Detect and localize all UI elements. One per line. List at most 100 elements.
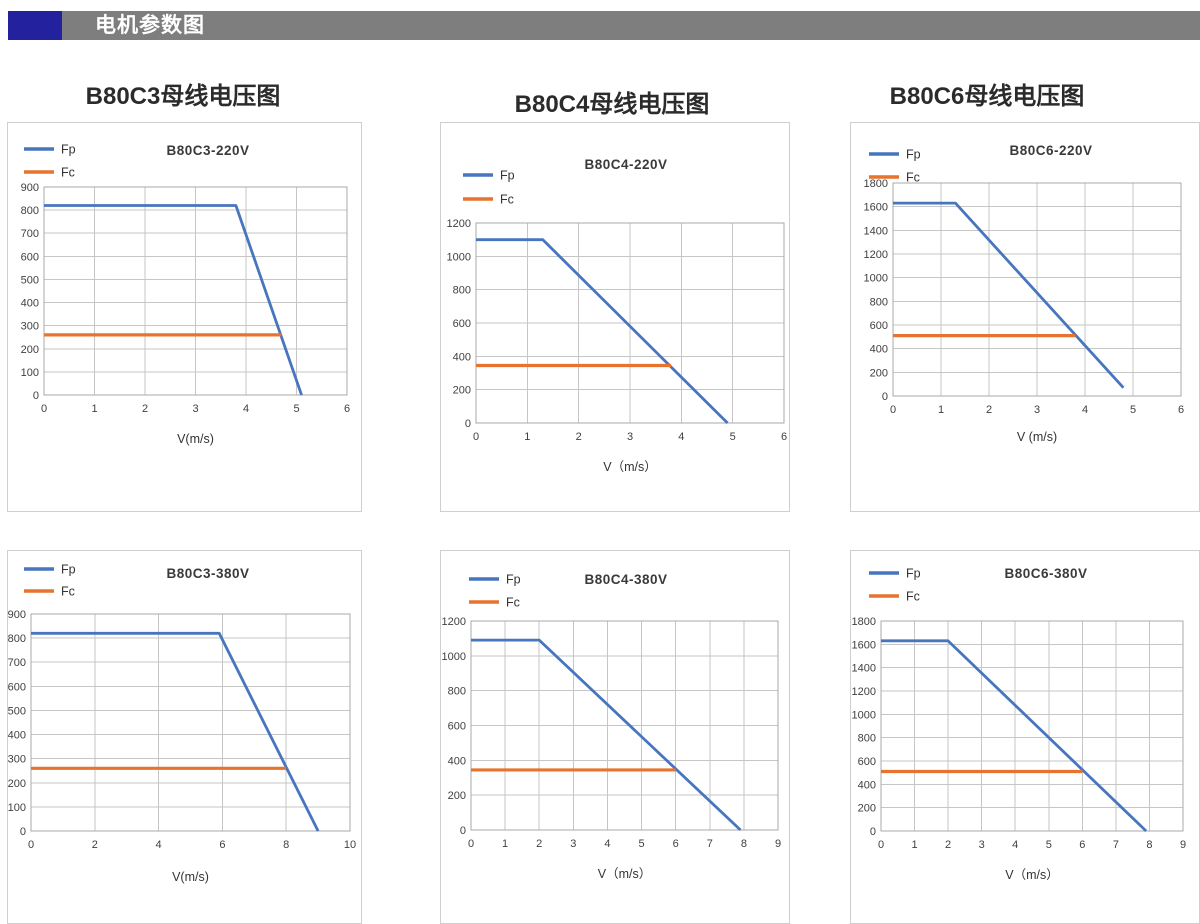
svg-text:200: 200 bbox=[870, 367, 888, 379]
svg-text:800: 800 bbox=[453, 285, 471, 297]
svg-text:6: 6 bbox=[219, 839, 225, 851]
svg-text:400: 400 bbox=[448, 755, 466, 767]
chart-canvas-B80C4-380V: 0 200 400 600 800 1000 1200 0 1 2 3 4 5 6 7 8 9 V（m/s） B80… bbox=[442, 572, 782, 881]
svg-text:4: 4 bbox=[243, 403, 249, 415]
x-axis-title: V(m/s) bbox=[172, 870, 209, 884]
svg-text:5: 5 bbox=[730, 431, 736, 443]
chart-canvas-B80C6-220V: 0 200 400 600 800 1000 1200 1400 1600 1800 0 1 2 3 4 5 6… bbox=[864, 143, 1185, 444]
chart-title: B80C4-380V bbox=[584, 572, 667, 587]
svg-text:800: 800 bbox=[448, 686, 466, 698]
legend-label-fp: Fp bbox=[61, 143, 76, 157]
grid bbox=[880, 620, 1184, 832]
x-axis-title: V (m/s) bbox=[1017, 430, 1057, 444]
svg-text:1000: 1000 bbox=[852, 709, 876, 721]
chart-title: B80C4-220V bbox=[584, 157, 667, 172]
svg-text:4: 4 bbox=[604, 838, 610, 850]
chart-canvas-B80C4-220V: 0 200 400 600 800 1000 1200 0 1 2 3 4 5 6 V（m/s） B80C4-… bbox=[447, 157, 788, 474]
y-axis-labels: 0 200 400 600 800 1000 1200 1400 1600 1800 bbox=[864, 178, 888, 403]
svg-text:200: 200 bbox=[858, 803, 876, 815]
svg-text:4: 4 bbox=[156, 839, 162, 851]
svg-text:0: 0 bbox=[870, 826, 876, 838]
page-title: 电机参数图 bbox=[95, 14, 205, 37]
svg-text:1000: 1000 bbox=[864, 273, 888, 285]
svg-text:1200: 1200 bbox=[852, 686, 876, 698]
chart-canvas-B80C6-380V: 0 200 400 600 800 1000 1200 1400 1600 1800 0 1 2 3 4 5 6… bbox=[852, 566, 1187, 882]
legend-label-fc: Fc bbox=[61, 166, 75, 180]
svg-text:700: 700 bbox=[21, 228, 39, 240]
svg-text:1400: 1400 bbox=[852, 663, 876, 675]
svg-text:400: 400 bbox=[858, 779, 876, 791]
legend-label-fp: Fp bbox=[906, 148, 921, 162]
svg-text:6: 6 bbox=[673, 838, 679, 850]
legend: Fp Fc bbox=[463, 169, 515, 207]
x-axis-labels: 0 2 4 6 8 10 bbox=[28, 839, 356, 851]
svg-text:400: 400 bbox=[8, 730, 26, 742]
svg-text:200: 200 bbox=[448, 790, 466, 802]
legend: Fp Fc bbox=[469, 573, 521, 610]
svg-text:2: 2 bbox=[576, 431, 582, 443]
svg-text:4: 4 bbox=[678, 431, 684, 443]
svg-text:1800: 1800 bbox=[864, 178, 888, 190]
x-axis-labels: 0 1 2 3 4 5 6 bbox=[41, 403, 350, 415]
svg-text:900: 900 bbox=[8, 609, 26, 621]
series-fp-line bbox=[471, 638, 742, 832]
svg-text:0: 0 bbox=[33, 390, 39, 402]
y-axis-labels: 0 100 200 300 400 500 600 700 800 900 bbox=[8, 609, 26, 838]
chart-panel-1: 0 100 200 300 400 500 600 700 800 900 0 1 2 3 4 5 6 V(m/s… bbox=[7, 122, 362, 512]
svg-text:0: 0 bbox=[468, 838, 474, 850]
svg-text:10: 10 bbox=[344, 839, 356, 851]
section-title-b80c3: B80C3母线电压图 bbox=[85, 83, 281, 110]
legend-label-fc: Fc bbox=[61, 585, 75, 599]
svg-text:600: 600 bbox=[21, 251, 39, 263]
svg-text:200: 200 bbox=[8, 778, 26, 790]
svg-text:800: 800 bbox=[858, 733, 876, 745]
legend-label-fc: Fc bbox=[906, 590, 920, 604]
svg-text:5: 5 bbox=[293, 403, 299, 415]
svg-text:2: 2 bbox=[986, 404, 992, 416]
svg-text:5: 5 bbox=[1130, 404, 1136, 416]
svg-text:0: 0 bbox=[878, 839, 884, 851]
svg-text:0: 0 bbox=[473, 431, 479, 443]
svg-text:7: 7 bbox=[1113, 839, 1119, 851]
svg-text:3: 3 bbox=[192, 403, 198, 415]
svg-text:1: 1 bbox=[938, 404, 944, 416]
series-fp-line bbox=[881, 639, 1148, 833]
svg-text:600: 600 bbox=[870, 320, 888, 332]
grid bbox=[470, 620, 779, 831]
svg-text:900: 900 bbox=[21, 182, 39, 194]
x-axis-labels: 0 1 2 3 4 5 6 bbox=[890, 404, 1184, 416]
svg-text:100: 100 bbox=[8, 802, 26, 814]
series-fp-line bbox=[476, 238, 729, 424]
svg-text:3: 3 bbox=[979, 839, 985, 851]
legend: Fp Fc bbox=[869, 567, 921, 604]
svg-text:6: 6 bbox=[344, 403, 350, 415]
svg-text:3: 3 bbox=[627, 431, 633, 443]
plot-border bbox=[880, 620, 1184, 832]
chart-panel-2: 0 200 400 600 800 1000 1200 0 1 2 3 4 5 6 V（m/s） B80C4-… bbox=[440, 122, 790, 512]
legend-label-fc: Fc bbox=[506, 596, 520, 610]
svg-text:9: 9 bbox=[775, 838, 781, 850]
grid bbox=[892, 182, 1182, 397]
legend-label-fp: Fp bbox=[500, 169, 515, 183]
x-axis-title: V（m/s） bbox=[603, 460, 656, 474]
svg-text:6: 6 bbox=[1178, 404, 1184, 416]
svg-text:800: 800 bbox=[21, 205, 39, 217]
plot-border bbox=[470, 620, 779, 831]
svg-text:5: 5 bbox=[638, 838, 644, 850]
svg-text:4: 4 bbox=[1082, 404, 1088, 416]
legend-label-fp: Fp bbox=[61, 563, 76, 577]
svg-text:4: 4 bbox=[1012, 839, 1018, 851]
svg-text:3: 3 bbox=[570, 838, 576, 850]
svg-text:600: 600 bbox=[8, 681, 26, 693]
svg-text:7: 7 bbox=[707, 838, 713, 850]
svg-text:600: 600 bbox=[858, 756, 876, 768]
y-axis-labels: 0 200 400 600 800 1000 1200 bbox=[442, 616, 466, 837]
svg-text:0: 0 bbox=[41, 403, 47, 415]
legend-label-fp: Fp bbox=[506, 573, 521, 587]
svg-text:2: 2 bbox=[945, 839, 951, 851]
svg-text:0: 0 bbox=[460, 825, 466, 837]
svg-text:500: 500 bbox=[21, 274, 39, 286]
svg-text:6: 6 bbox=[1079, 839, 1085, 851]
chart-title: B80C3-220V bbox=[166, 143, 249, 158]
svg-text:200: 200 bbox=[453, 385, 471, 397]
